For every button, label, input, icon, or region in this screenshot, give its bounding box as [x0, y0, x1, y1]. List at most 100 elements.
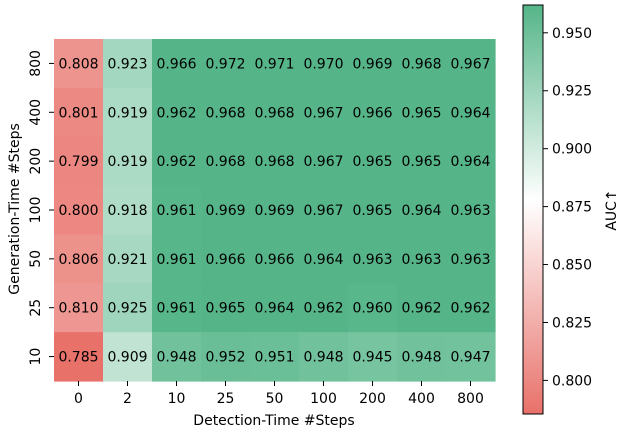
cell-value-label: 0.965	[352, 203, 392, 219]
heatmap-cell	[446, 185, 496, 236]
heatmap-cell	[299, 283, 349, 333]
heatmap-cell	[250, 39, 300, 89]
cell-value-label: 0.810	[58, 301, 98, 317]
heatmap-cell	[446, 283, 496, 333]
y-tick-label: 400	[28, 99, 44, 126]
cell-value-label: 0.962	[401, 301, 441, 317]
colorbar-tick-label: 0.900	[552, 142, 592, 158]
x-axis-label: Detection-Time #Steps	[193, 413, 354, 428]
heatmap-cell	[201, 136, 251, 187]
heatmap-cell	[250, 332, 300, 382]
cell-value-label: 0.968	[254, 105, 294, 121]
cell-value-label: 0.962	[156, 154, 196, 170]
heatmap-cell	[152, 87, 202, 138]
cell-value-label: 0.963	[401, 252, 441, 268]
cell-value-label: 0.967	[450, 56, 490, 72]
heatmap-cell	[152, 136, 202, 187]
colorbar-ticks: 0.800 0.825 0.850 0.875 0.900 0.925 0.950	[543, 26, 592, 389]
cell-value-label: 0.919	[107, 105, 147, 121]
heatmap-cell	[54, 87, 104, 138]
colorbar-tick-label: 0.825	[552, 315, 592, 331]
cell-value-label: 0.965	[401, 154, 441, 170]
x-tick-label: 400	[408, 391, 435, 407]
heatmap-cell	[103, 87, 153, 138]
heatmap-cell	[299, 136, 349, 187]
heatmap-cell	[397, 234, 447, 284]
cell-value-label: 0.964	[254, 301, 294, 317]
heatmap-cell	[348, 332, 398, 382]
heatmap-cell	[397, 87, 447, 138]
cell-value-label: 0.968	[254, 154, 294, 170]
cell-value-label: 0.968	[205, 154, 245, 170]
heatmap-cell	[54, 234, 104, 284]
colorbar-gradient	[522, 4, 544, 415]
heatmap-cell	[103, 283, 153, 333]
cell-value-label: 0.925	[107, 301, 147, 317]
y-tick-label: 25	[28, 299, 44, 317]
cell-value-label: 0.964	[450, 105, 490, 121]
heatmap-cell	[201, 87, 251, 138]
cell-value-label: 0.800	[58, 203, 98, 219]
cell-value-label: 0.918	[107, 203, 147, 219]
heatmap-cell	[54, 136, 104, 187]
cell-value-label: 0.967	[303, 154, 343, 170]
heatmap-cell	[397, 39, 447, 89]
cell-value-label: 0.966	[352, 105, 392, 121]
heatmap-cell	[397, 185, 447, 236]
cell-value-label: 0.968	[401, 56, 441, 72]
x-tick-label: 100	[310, 391, 337, 407]
heatmap-cell	[103, 234, 153, 284]
heatmap-cell	[348, 136, 398, 187]
heatmap-cell	[397, 136, 447, 187]
heatmap-cell	[446, 87, 496, 138]
y-tick-label: 200	[28, 148, 44, 175]
cell-value-label: 0.964	[303, 252, 343, 268]
cell-value-label: 0.967	[303, 203, 343, 219]
y-tick-label: 50	[28, 250, 44, 268]
heatmap-cell	[299, 87, 349, 138]
heatmap-cell	[250, 185, 300, 236]
heatmap-cell	[54, 39, 104, 89]
heatmap-cell	[299, 234, 349, 284]
heatmap-cell	[299, 39, 349, 89]
heatmap-cell	[446, 39, 496, 89]
heatmap-cell	[201, 185, 251, 236]
cell-value-label: 0.971	[254, 56, 294, 72]
colorbar-tick-label: 0.850	[552, 258, 592, 274]
heatmap-cell	[152, 185, 202, 236]
heatmap-cell	[201, 234, 251, 284]
colorbar-tick-label: 0.800	[552, 373, 592, 389]
cell-value-label: 0.970	[303, 56, 343, 72]
cell-value-label: 0.960	[352, 301, 392, 317]
heatmap-cell	[250, 136, 300, 187]
heatmap-cells: 0.808 0.923 0.966 0.972 0.971 0.970 0.969 0.968…	[54, 39, 496, 382]
cell-value-label: 0.909	[107, 350, 147, 366]
y-tick-label: 800	[28, 50, 44, 77]
cell-value-label: 0.923	[107, 56, 147, 72]
heatmap-cell	[103, 136, 153, 187]
heatmap-cell	[397, 332, 447, 382]
cell-value-label: 0.963	[352, 252, 392, 268]
heatmap-cell	[446, 234, 496, 284]
x-tick-label: 200	[359, 391, 386, 407]
cell-value-label: 0.948	[303, 350, 343, 366]
heatmap-cell	[446, 136, 496, 187]
cell-value-label: 0.919	[107, 154, 147, 170]
heatmap-cell	[348, 283, 398, 333]
cell-value-label: 0.962	[156, 105, 196, 121]
heatmap-cell	[250, 234, 300, 284]
colorbar: 0.800 0.825 0.850 0.875 0.900 0.925 0.950 AUC↑	[522, 4, 619, 415]
cell-value-label: 0.921	[107, 252, 147, 268]
colorbar-tick-label: 0.925	[552, 84, 592, 100]
cell-value-label: 0.948	[156, 350, 196, 366]
heatmap-cell	[299, 332, 349, 382]
cell-value-label: 0.972	[205, 56, 245, 72]
colorbar-label: AUC↑	[604, 189, 619, 230]
cell-value-label: 0.964	[401, 203, 441, 219]
cell-value-label: 0.799	[58, 154, 98, 170]
heatmap-cell	[103, 39, 153, 89]
x-tick-label: 0	[74, 391, 83, 407]
cell-value-label: 0.968	[205, 105, 245, 121]
cell-value-label: 0.965	[352, 154, 392, 170]
x-tick-label: 25	[217, 391, 235, 407]
